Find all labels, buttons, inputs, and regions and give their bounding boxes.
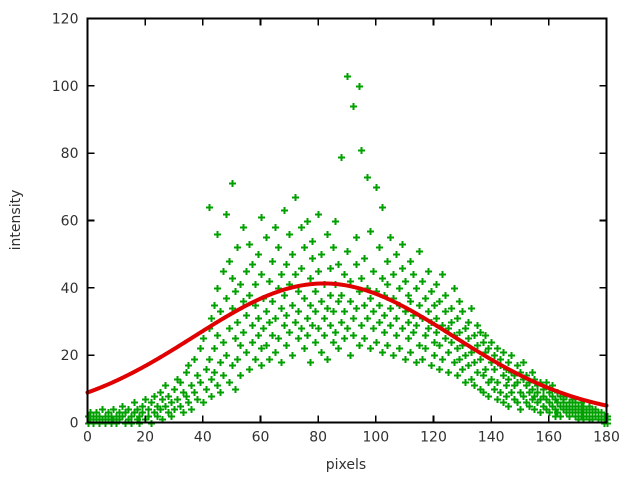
x-axis-title: pixels [326,457,366,473]
y-tick-label: 20 [61,348,79,364]
x-tick-label: 60 [252,430,270,446]
x-tick-label: 100 [362,430,389,446]
tick-marks [86,17,608,424]
y-axis-title: intensity [8,190,24,251]
x-tick-label: 180 [593,430,620,446]
y-tick-label: 80 [61,146,79,162]
y-tick-label: 40 [61,281,79,297]
y-tick-label: 120 [52,12,79,28]
data-point-series [85,73,611,427]
data-point-markers [85,73,611,427]
y-tick-label: 0 [70,416,79,432]
gaussian-fit-line [85,281,609,408]
tick-labels: 0 20 40 60 80 100 120 140 160 180 0 20 40 60 80 100 120 [52,12,620,446]
y-tick-label: 100 [52,79,79,95]
fit-curve-series [85,281,609,408]
x-tick-label: 20 [136,430,154,446]
x-tick-label: 160 [535,430,562,446]
x-tick-label: 0 [83,430,92,446]
x-tick-label: 120 [420,430,447,446]
y-tick-label: 60 [61,214,79,230]
x-tick-label: 40 [194,430,212,446]
x-tick-label: 80 [309,430,327,446]
x-tick-label: 140 [478,430,505,446]
